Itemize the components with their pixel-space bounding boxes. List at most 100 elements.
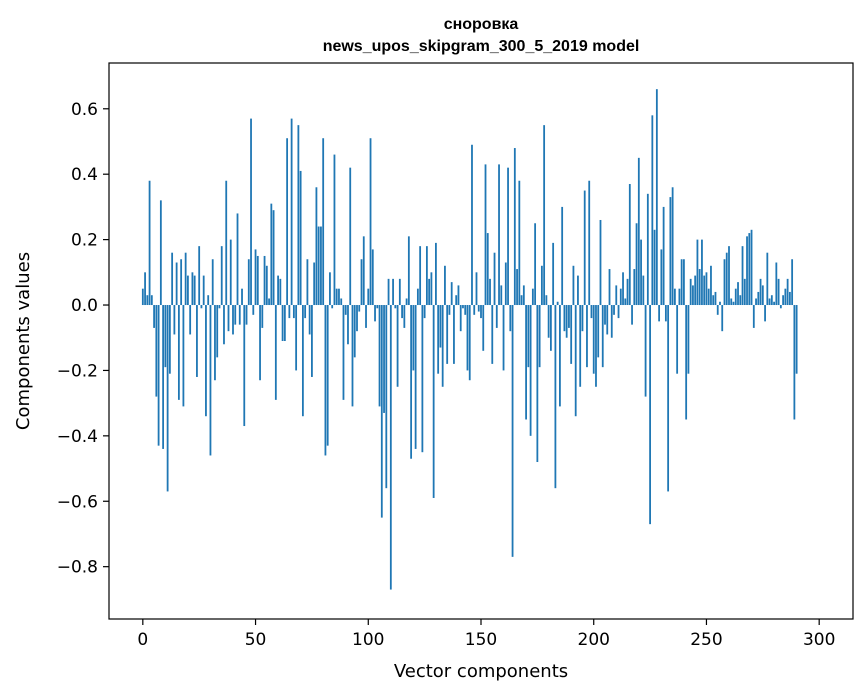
bar [664, 305, 667, 322]
bar [732, 301, 735, 306]
bar [425, 246, 428, 306]
bar [299, 170, 302, 306]
bar [773, 301, 775, 306]
bar [568, 305, 570, 328]
bar [676, 305, 679, 374]
bar [730, 298, 733, 306]
bar [214, 305, 216, 381]
bar [534, 223, 537, 306]
y-axis-label: Components values [13, 252, 34, 430]
bar [667, 305, 670, 492]
bar [791, 259, 794, 306]
bar [527, 305, 530, 368]
bar [658, 305, 661, 322]
bar [261, 305, 264, 328]
bar [407, 236, 410, 306]
bar [520, 295, 523, 306]
bar [572, 265, 575, 306]
bar [241, 288, 243, 306]
bar [764, 305, 766, 322]
bar [486, 233, 489, 306]
bar [371, 249, 374, 306]
bar [728, 246, 730, 306]
bar [196, 305, 198, 377]
y-tick-label: −0.6 [57, 492, 98, 512]
bar [556, 301, 559, 306]
chart-title-line-1: сноровка [444, 16, 519, 33]
bar [784, 288, 787, 306]
bar [622, 272, 624, 306]
bar [297, 125, 300, 306]
bar [619, 288, 622, 306]
bar [295, 305, 298, 371]
bar [743, 278, 746, 306]
bar [599, 219, 602, 306]
bar [286, 138, 289, 306]
bar [466, 305, 469, 371]
bar [737, 282, 739, 306]
bar [653, 229, 656, 306]
bar [304, 305, 307, 319]
bar [462, 305, 464, 309]
bar [626, 278, 629, 306]
bar [579, 305, 582, 387]
bar [678, 288, 681, 306]
bar [349, 167, 352, 306]
bar [577, 275, 579, 306]
bar [628, 184, 631, 306]
bar [734, 288, 737, 306]
bar [502, 305, 505, 371]
y-tick-label: 0.2 [71, 231, 98, 251]
bar [793, 305, 796, 420]
bar [421, 305, 424, 453]
y-tick-label: −0.4 [57, 427, 98, 447]
bar [574, 305, 577, 417]
bar [175, 262, 178, 306]
bar [725, 252, 728, 306]
bar [218, 305, 221, 309]
bar [450, 282, 453, 306]
bar [752, 305, 755, 328]
bar [685, 305, 688, 420]
bar [207, 295, 210, 306]
bar [396, 305, 399, 387]
bar [290, 118, 293, 306]
bar [405, 298, 408, 306]
bar [245, 305, 248, 325]
bar [750, 229, 753, 306]
bar [335, 288, 338, 306]
bar [705, 272, 708, 306]
bar [263, 255, 266, 306]
bar [511, 305, 514, 557]
y-tick-label: 0.6 [71, 100, 98, 120]
bar [644, 305, 647, 397]
bar [250, 118, 252, 306]
bar [362, 236, 365, 306]
bar [205, 305, 207, 417]
bar [513, 148, 516, 306]
bar [430, 272, 433, 306]
bar [432, 305, 435, 498]
bar [448, 305, 451, 315]
bar [435, 242, 437, 306]
bar [308, 305, 311, 335]
bar [193, 275, 196, 306]
bar [182, 305, 185, 407]
bar [274, 305, 277, 400]
bar [168, 305, 171, 374]
bar [761, 285, 764, 306]
bar [155, 305, 158, 397]
bar [268, 298, 270, 306]
bar [220, 246, 223, 306]
bar [606, 305, 609, 335]
bar [480, 305, 482, 319]
bar [588, 180, 591, 306]
bar [640, 239, 642, 306]
bar [254, 249, 257, 306]
bar [365, 305, 367, 328]
bar [649, 305, 651, 525]
bar [324, 305, 327, 456]
bar [755, 298, 757, 306]
bar [723, 259, 726, 306]
